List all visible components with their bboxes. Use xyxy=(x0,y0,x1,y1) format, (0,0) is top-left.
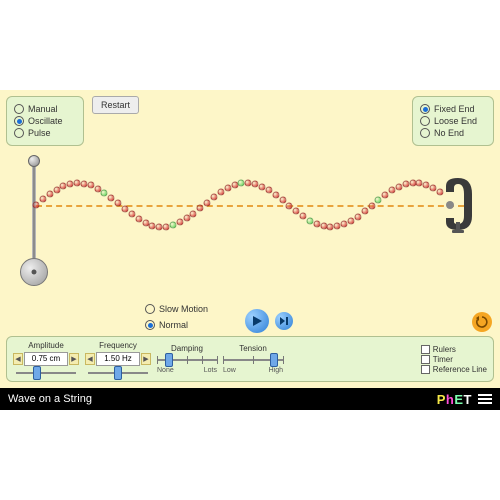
footer-bar: Wave on a String PhET xyxy=(0,388,500,410)
check-rulers[interactable]: Rulers xyxy=(421,345,487,354)
bead xyxy=(115,200,122,207)
bead xyxy=(361,208,368,215)
step-button[interactable] xyxy=(275,312,293,330)
sim-title: Wave on a String xyxy=(8,393,92,405)
tension-label: Tension xyxy=(239,344,267,353)
bead xyxy=(197,205,204,212)
check-timer-label: Timer xyxy=(433,355,453,364)
bead xyxy=(354,213,361,220)
speed-slow-label: Slow Motion xyxy=(159,304,208,314)
tension-min: Low xyxy=(223,367,236,374)
tension-control: Tension Low High xyxy=(223,344,283,374)
check-refline-label: Reference Line xyxy=(433,365,487,374)
bead xyxy=(211,194,218,201)
bead-accent xyxy=(375,197,382,204)
bead xyxy=(293,208,300,215)
speed-normal-label: Normal xyxy=(159,320,188,330)
frequency-inc[interactable]: ▶ xyxy=(141,353,151,365)
bead xyxy=(53,186,60,193)
bead xyxy=(300,213,307,220)
bead xyxy=(272,191,279,198)
amplitude-control: Amplitude ◀ 0.75 cm ▶ xyxy=(13,341,79,378)
check-rulers-label: Rulers xyxy=(433,345,456,354)
tension-max: High xyxy=(269,367,283,374)
reset-button[interactable] xyxy=(472,312,492,332)
bead xyxy=(108,194,115,201)
bead xyxy=(176,219,183,226)
bead xyxy=(183,215,190,222)
wave-string[interactable] xyxy=(36,90,440,320)
speed-normal[interactable]: Normal xyxy=(145,320,208,330)
bead xyxy=(389,187,396,194)
amplitude-slider[interactable] xyxy=(16,368,76,378)
amplitude-label: Amplitude xyxy=(28,341,64,350)
phet-logo[interactable]: PhET xyxy=(437,392,472,407)
control-panel: Amplitude ◀ 0.75 cm ▶ Frequency ◀ 1.50 H… xyxy=(6,336,494,382)
frequency-control: Frequency ◀ 1.50 Hz ▶ xyxy=(85,341,151,378)
speed-slow[interactable]: Slow Motion xyxy=(145,304,208,314)
tension-slider[interactable] xyxy=(223,355,283,365)
bead xyxy=(286,202,293,209)
amplitude-dec[interactable]: ◀ xyxy=(13,353,23,365)
bead xyxy=(347,217,354,224)
bead xyxy=(39,196,46,203)
bead xyxy=(33,202,40,209)
menu-icon[interactable] xyxy=(478,394,492,404)
bead xyxy=(368,202,375,209)
amplitude-value: 0.75 cm xyxy=(24,352,68,366)
bead xyxy=(265,187,272,194)
speed-panel: Slow Motion Normal xyxy=(145,302,208,332)
clamp-icon xyxy=(438,178,478,233)
simulation-canvas: Manual Oscillate Pulse Restart Fixed End… xyxy=(0,90,500,388)
bead xyxy=(279,197,286,204)
check-timer[interactable]: Timer xyxy=(421,355,487,364)
end-fixed-label: Fixed End xyxy=(434,104,475,114)
bead xyxy=(341,221,348,228)
frequency-slider[interactable] xyxy=(88,368,148,378)
bead xyxy=(437,189,444,196)
damping-min: None xyxy=(157,367,174,374)
end-loose-label: Loose End xyxy=(434,116,477,126)
tools-checks: Rulers Timer Reference Line xyxy=(421,345,487,374)
bead xyxy=(217,189,224,196)
amplitude-inc[interactable]: ▶ xyxy=(69,353,79,365)
frequency-label: Frequency xyxy=(99,341,137,350)
play-button[interactable] xyxy=(245,309,269,333)
damping-label: Damping xyxy=(171,344,203,353)
bead xyxy=(382,192,389,199)
damping-control: Damping None Lots xyxy=(157,344,217,374)
bead xyxy=(190,210,197,217)
frequency-dec[interactable]: ◀ xyxy=(85,353,95,365)
check-refline[interactable]: Reference Line xyxy=(421,365,487,374)
bead xyxy=(122,205,129,212)
bead xyxy=(46,191,53,198)
bead-accent xyxy=(101,189,108,196)
damping-max: Lots xyxy=(204,367,217,374)
bead xyxy=(128,211,135,218)
bead xyxy=(204,199,211,206)
frequency-value: 1.50 Hz xyxy=(96,352,140,366)
play-controls xyxy=(245,309,293,333)
damping-slider[interactable] xyxy=(157,355,217,365)
